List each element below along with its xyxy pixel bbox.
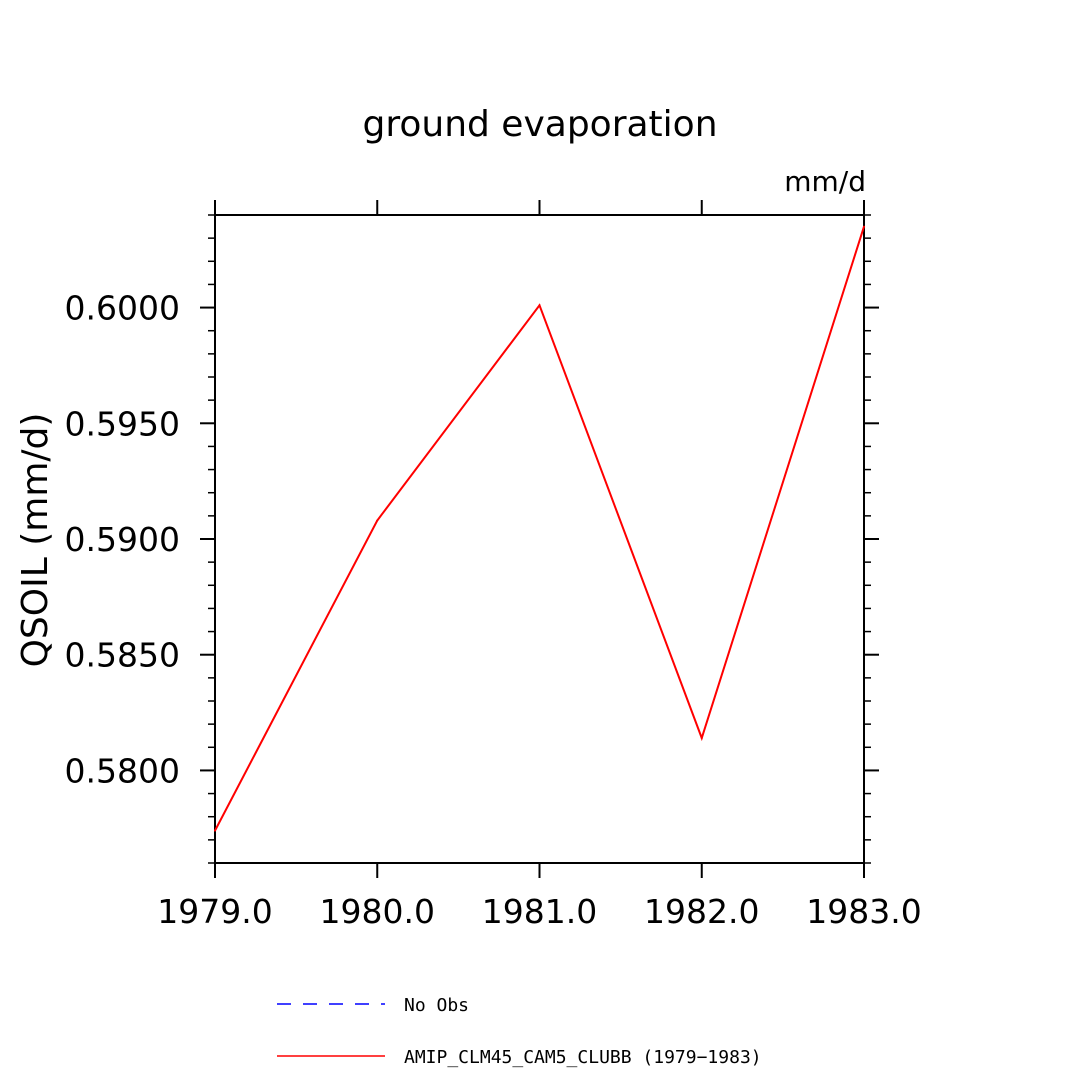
- x-tick-label: 1980.0: [320, 892, 435, 931]
- series-point: [214, 829, 216, 832]
- y-tick-label: 0.5900: [65, 520, 180, 559]
- axis-ticks: [200, 200, 879, 878]
- x-tick-label: 1981.0: [482, 892, 597, 931]
- series-point: [376, 519, 379, 522]
- series-point: [863, 225, 865, 228]
- y-tick-label: 0.5800: [65, 751, 180, 790]
- y-tick-label: 0.6000: [65, 289, 180, 328]
- y-tick-label: 0.5850: [65, 636, 180, 675]
- x-tick-label: 1979.0: [157, 892, 272, 931]
- units-label: mm/d: [784, 165, 866, 198]
- legend: No Obs AMIP_CLM45_CAM5_CLUBB (1979−1983): [277, 995, 762, 1068]
- series-layer: [214, 225, 865, 832]
- legend-label-amip: AMIP_CLM45_CAM5_CLUBB (1979−1983): [404, 1047, 762, 1068]
- chart-title: ground evaporation: [362, 104, 717, 145]
- x-tick-labels: 1979.0 1980.0 1981.0 1982.0 1983.0: [157, 892, 921, 931]
- x-tick-label: 1983.0: [806, 892, 921, 931]
- legend-label-no-obs: No Obs: [404, 995, 469, 1016]
- x-tick-label: 1982.0: [644, 892, 759, 931]
- series-point: [538, 304, 541, 307]
- y-tick-label: 0.5950: [65, 404, 180, 443]
- series-point: [700, 737, 703, 740]
- series-line: [214, 226, 865, 832]
- plot-frame: [214, 214, 865, 864]
- y-tick-labels: 0.5800 0.5850 0.5900 0.5950 0.6000: [65, 289, 180, 791]
- y-axis-label: QSOIL (mm/d): [15, 413, 56, 668]
